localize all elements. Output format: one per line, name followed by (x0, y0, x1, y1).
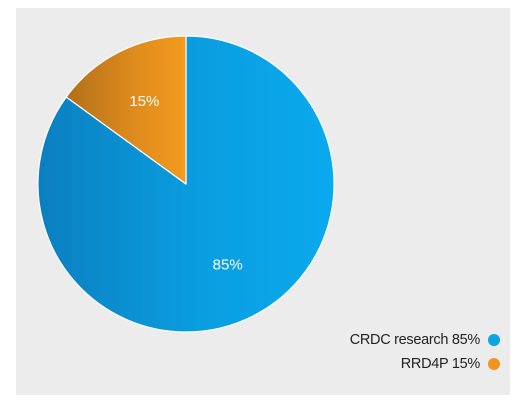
legend-label: CRDC research 85% (349, 332, 481, 348)
legend-item-rrd4p: RRD4P 15% (350, 352, 500, 376)
pie-slices (37, 35, 335, 333)
pie-label-crdc-research: 85% (213, 257, 243, 274)
legend-swatch (488, 334, 500, 346)
chart-panel: 85% 15% CRDC research 85% RRD4P 15% (16, 8, 510, 395)
legend-label: RRD4P 15% (400, 356, 481, 372)
pie-chart: 85% 15% (37, 35, 335, 333)
legend-swatch (488, 358, 500, 370)
legend: CRDC research 85% RRD4P 15% (350, 328, 500, 376)
pie-label-rrd4p: 15% (129, 93, 159, 110)
pie-slice-rrd4p (65, 35, 187, 185)
legend-item-crdc-research: CRDC research 85% (350, 328, 500, 352)
pie-labels: 85% 15% (129, 93, 242, 274)
